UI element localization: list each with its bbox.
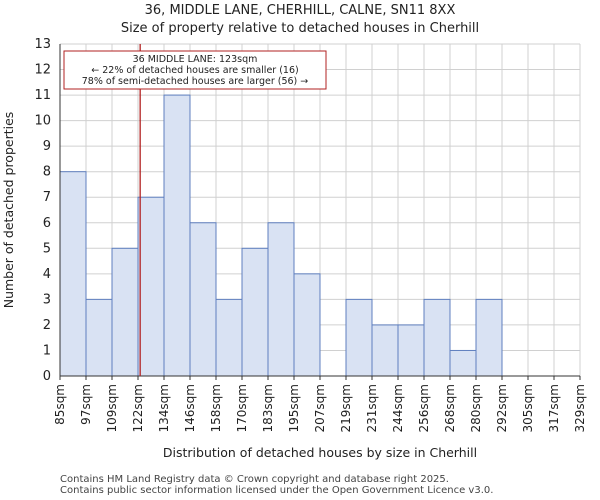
bar [449, 349, 477, 377]
bar [163, 94, 191, 377]
x-tick-label: 256sqm [417, 384, 431, 432]
y-tick-label: 8 [43, 165, 51, 180]
annotation: 36 MIDDLE LANE: 123sqm← 22% of detached … [63, 44, 327, 376]
bar [267, 222, 295, 377]
bar [397, 324, 425, 377]
x-tick-label: 207sqm [313, 384, 327, 432]
y-tick-label: 7 [43, 190, 51, 205]
y-tick-label: 1 [43, 343, 51, 358]
y-tick-label: 9 [43, 139, 51, 154]
x-tick-label: 146sqm [183, 384, 197, 432]
chart-subtitle: Size of property relative to detached ho… [120, 21, 480, 36]
annotation-text: 78% of semi-detached houses are larger (… [82, 76, 309, 87]
y-tick-label: 4 [43, 267, 51, 282]
x-tick-label: 158sqm [209, 384, 223, 432]
y-tick-label: 11 [34, 88, 51, 103]
x-axis-title: Distribution of detached houses by size … [163, 445, 477, 460]
x-tick-label: 85sqm [53, 384, 67, 425]
x-tick-label: 317sqm [547, 384, 561, 432]
x-tick-label: 280sqm [469, 384, 483, 432]
y-tick-label: 5 [43, 241, 51, 256]
bars [59, 94, 503, 377]
bar [241, 247, 269, 377]
x-tick-label: 109sqm [105, 384, 119, 432]
x-tick-label: 244sqm [391, 384, 405, 432]
y-axis-title: Number of detached properties [1, 112, 16, 309]
bar [85, 298, 113, 377]
y-tick-label: 3 [43, 292, 51, 307]
x-tick-label: 329sqm [573, 384, 587, 432]
x-tick-label: 134sqm [157, 384, 171, 432]
bar [371, 324, 399, 377]
annotation-box [63, 50, 327, 90]
bar [189, 222, 217, 377]
y-tick-label: 10 [34, 114, 51, 129]
footer-copyright: Contains HM Land Registry data © Crown c… [60, 474, 449, 485]
y-tick-label: 13 [34, 37, 51, 52]
chart-title: 36, MIDDLE LANE, CHERHILL, CALNE, SN11 8… [144, 3, 456, 18]
annotation-text: ← 22% of detached houses are smaller (16… [91, 65, 298, 76]
x-tick-label: 183sqm [261, 384, 275, 432]
annotation-text: 36 MIDDLE LANE: 123sqm [133, 54, 258, 65]
bar [423, 298, 451, 377]
x-tick-label: 170sqm [235, 384, 249, 432]
x-tick-label: 292sqm [495, 384, 509, 432]
footer-licence: Contains public sector information licen… [60, 485, 494, 496]
bar [475, 298, 503, 377]
y-tick-label: 2 [43, 318, 51, 333]
x-tick-label: 305sqm [521, 384, 535, 432]
x-tick-label: 122sqm [131, 384, 145, 432]
x-tick-label: 231sqm [365, 384, 379, 432]
x-tick-label: 219sqm [339, 384, 353, 432]
bar [111, 247, 139, 377]
y-tick-label: 12 [34, 63, 51, 78]
x-tick-label: 195sqm [287, 384, 301, 432]
bar [293, 273, 321, 377]
bar [215, 298, 243, 377]
x-tick-label: 97sqm [79, 384, 93, 425]
bar [59, 171, 87, 377]
y-tick-label: 6 [43, 216, 51, 231]
bar [137, 196, 165, 377]
x-tick-label: 268sqm [443, 384, 457, 432]
y-tick-label: 0 [43, 369, 51, 384]
bar [345, 298, 373, 377]
